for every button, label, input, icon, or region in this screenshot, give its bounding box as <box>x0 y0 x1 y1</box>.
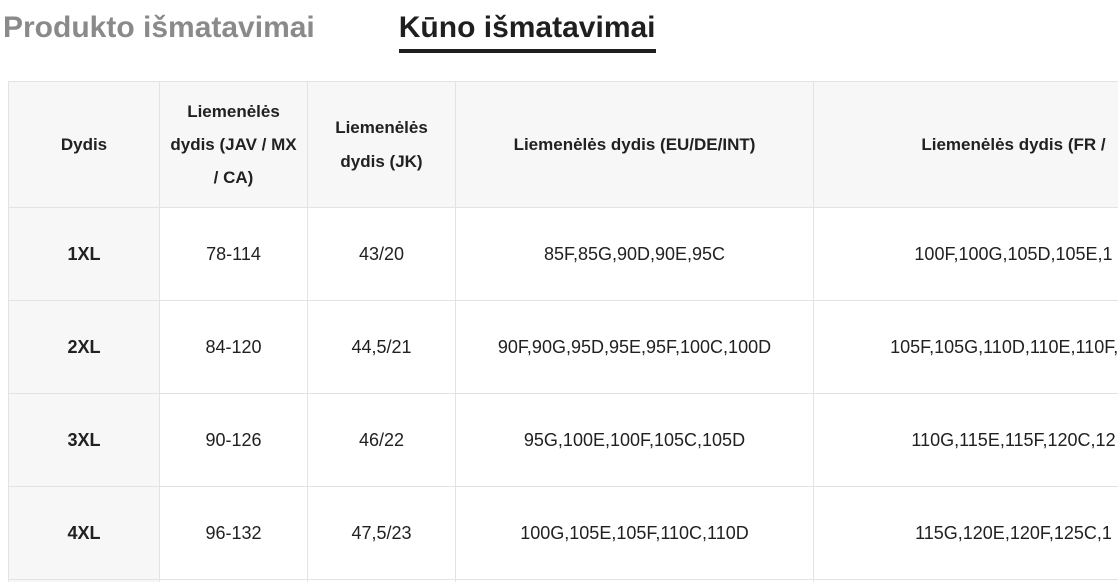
cell-fr-1xl: 100F,100G,105D,105E,1 <box>813 207 1118 301</box>
cell-fr-2xl: 105F,105G,110D,110E,110F,11 <box>813 300 1118 394</box>
size-chart-table-viewport: Dydis Liemenėlės dydis (JAV / MX / CA) L… <box>8 81 1118 582</box>
cell-eu-1xl: 85F,85G,90D,90E,95C <box>455 207 814 301</box>
cell-us-2xl: 84-120 <box>159 300 308 394</box>
tab-product-measurements[interactable]: Produkto išmatavimai <box>3 11 315 44</box>
cell-eu-3xl: 95G,100E,100F,105C,105D <box>455 393 814 487</box>
cell-uk-1xl: 43/20 <box>307 207 456 301</box>
cell-size-2xl: 2XL <box>8 300 160 394</box>
column-header-size: Dydis <box>8 81 160 208</box>
size-chart-table: Dydis Liemenėlės dydis (JAV / MX / CA) L… <box>8 81 1118 582</box>
column-header-bra-eu: Liemenėlės dydis (EU/DE/INT) <box>455 81 814 208</box>
header-row: Dydis Liemenėlės dydis (JAV / MX / CA) L… <box>8 81 1118 208</box>
size-chart-tabs: Produkto išmatavimai Kūno išmatavimai <box>0 0 1118 53</box>
tab-body-measurements[interactable]: Kūno išmatavimai <box>398 12 656 53</box>
cell-size-1xl: 1XL <box>8 207 160 301</box>
cell-us-3xl: 90-126 <box>159 393 308 487</box>
column-header-bra-us: Liemenėlės dydis (JAV / MX / CA) <box>159 81 308 208</box>
table-row-3xl: 3XL 90-126 46/22 95G,100E,100F,105C,105D… <box>8 393 1118 487</box>
table-row-4xl: 4XL 96-132 47,5/23 100G,105E,105F,110C,1… <box>8 486 1118 580</box>
cell-eu-2xl: 90F,90G,95D,95E,95F,100C,100D <box>455 300 814 394</box>
column-header-bra-fr: Liemenėlės dydis (FR / <box>813 81 1118 208</box>
cell-eu-4xl: 100G,105E,105F,110C,110D <box>455 486 814 580</box>
cell-fr-3xl: 110G,115E,115F,120C,12 <box>813 393 1118 487</box>
table-row-partial <box>8 579 1118 582</box>
table-row-1xl: 1XL 78-114 43/20 85F,85G,90D,90E,95C 100… <box>8 207 1118 301</box>
cell-us-1xl: 78-114 <box>159 207 308 301</box>
cell-fr-partial <box>813 579 1118 582</box>
table-row-2xl: 2XL 84-120 44,5/21 90F,90G,95D,95E,95F,1… <box>8 300 1118 394</box>
column-header-bra-uk: Liemenėlės dydis (JK) <box>307 81 456 208</box>
cell-uk-2xl: 44,5/21 <box>307 300 456 394</box>
cell-size-4xl: 4XL <box>8 486 160 580</box>
cell-us-4xl: 96-132 <box>159 486 308 580</box>
cell-uk-3xl: 46/22 <box>307 393 456 487</box>
cell-uk-4xl: 47,5/23 <box>307 486 456 580</box>
cell-fr-4xl: 115G,120E,120F,125C,1 <box>813 486 1118 580</box>
cell-size-3xl: 3XL <box>8 393 160 487</box>
